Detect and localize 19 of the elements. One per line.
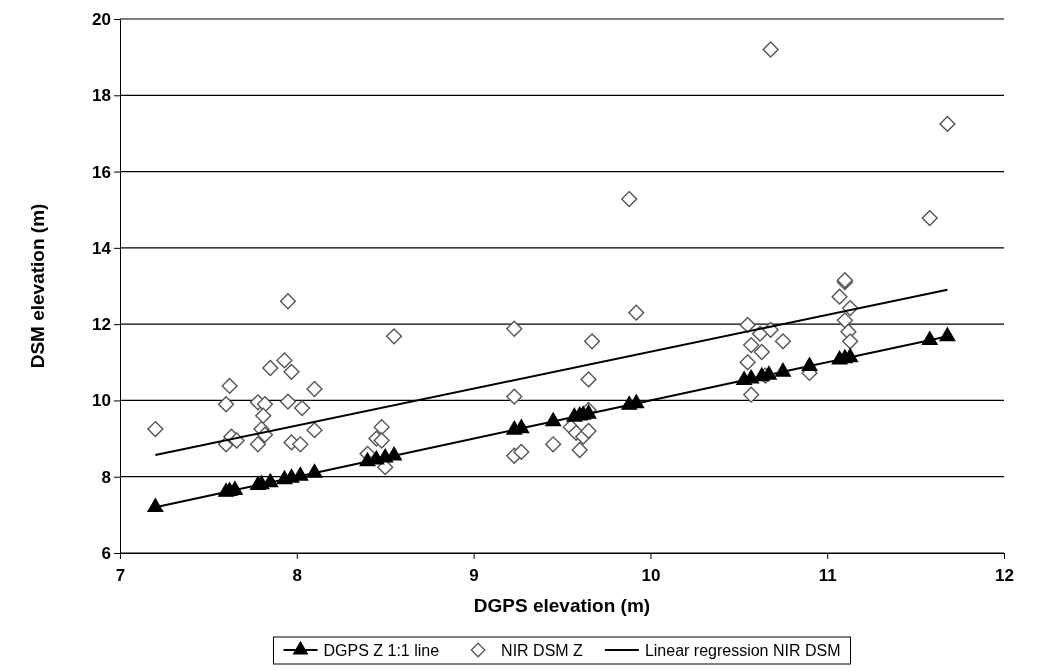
x-tick-label: 11 <box>818 565 837 585</box>
legend-label: Linear regression NIR DSM <box>644 642 841 659</box>
x-tick-label: 8 <box>292 565 303 585</box>
x-tick-label: 10 <box>641 565 661 585</box>
x-tick-label: 9 <box>469 565 479 585</box>
y-axis-title: DSM elevation (m) <box>27 203 48 369</box>
y-tick-label: 14 <box>92 238 112 258</box>
x-axis-title: DGPS elevation (m) <box>473 595 651 616</box>
y-tick-label: 20 <box>92 9 111 29</box>
y-tick-label: 10 <box>92 391 111 411</box>
legend-label: DGPS Z 1:1 line <box>323 642 440 659</box>
y-tick-label: 6 <box>101 543 111 563</box>
x-tick-label: 12 <box>995 565 1014 585</box>
y-tick-label: 12 <box>92 315 111 335</box>
legend-label: NIR DSM Z <box>501 642 584 659</box>
y-tick-label: 18 <box>92 86 111 106</box>
y-tick-label: 8 <box>101 467 111 487</box>
x-tick-label: 7 <box>115 565 126 585</box>
y-tick-label: 16 <box>92 162 111 182</box>
